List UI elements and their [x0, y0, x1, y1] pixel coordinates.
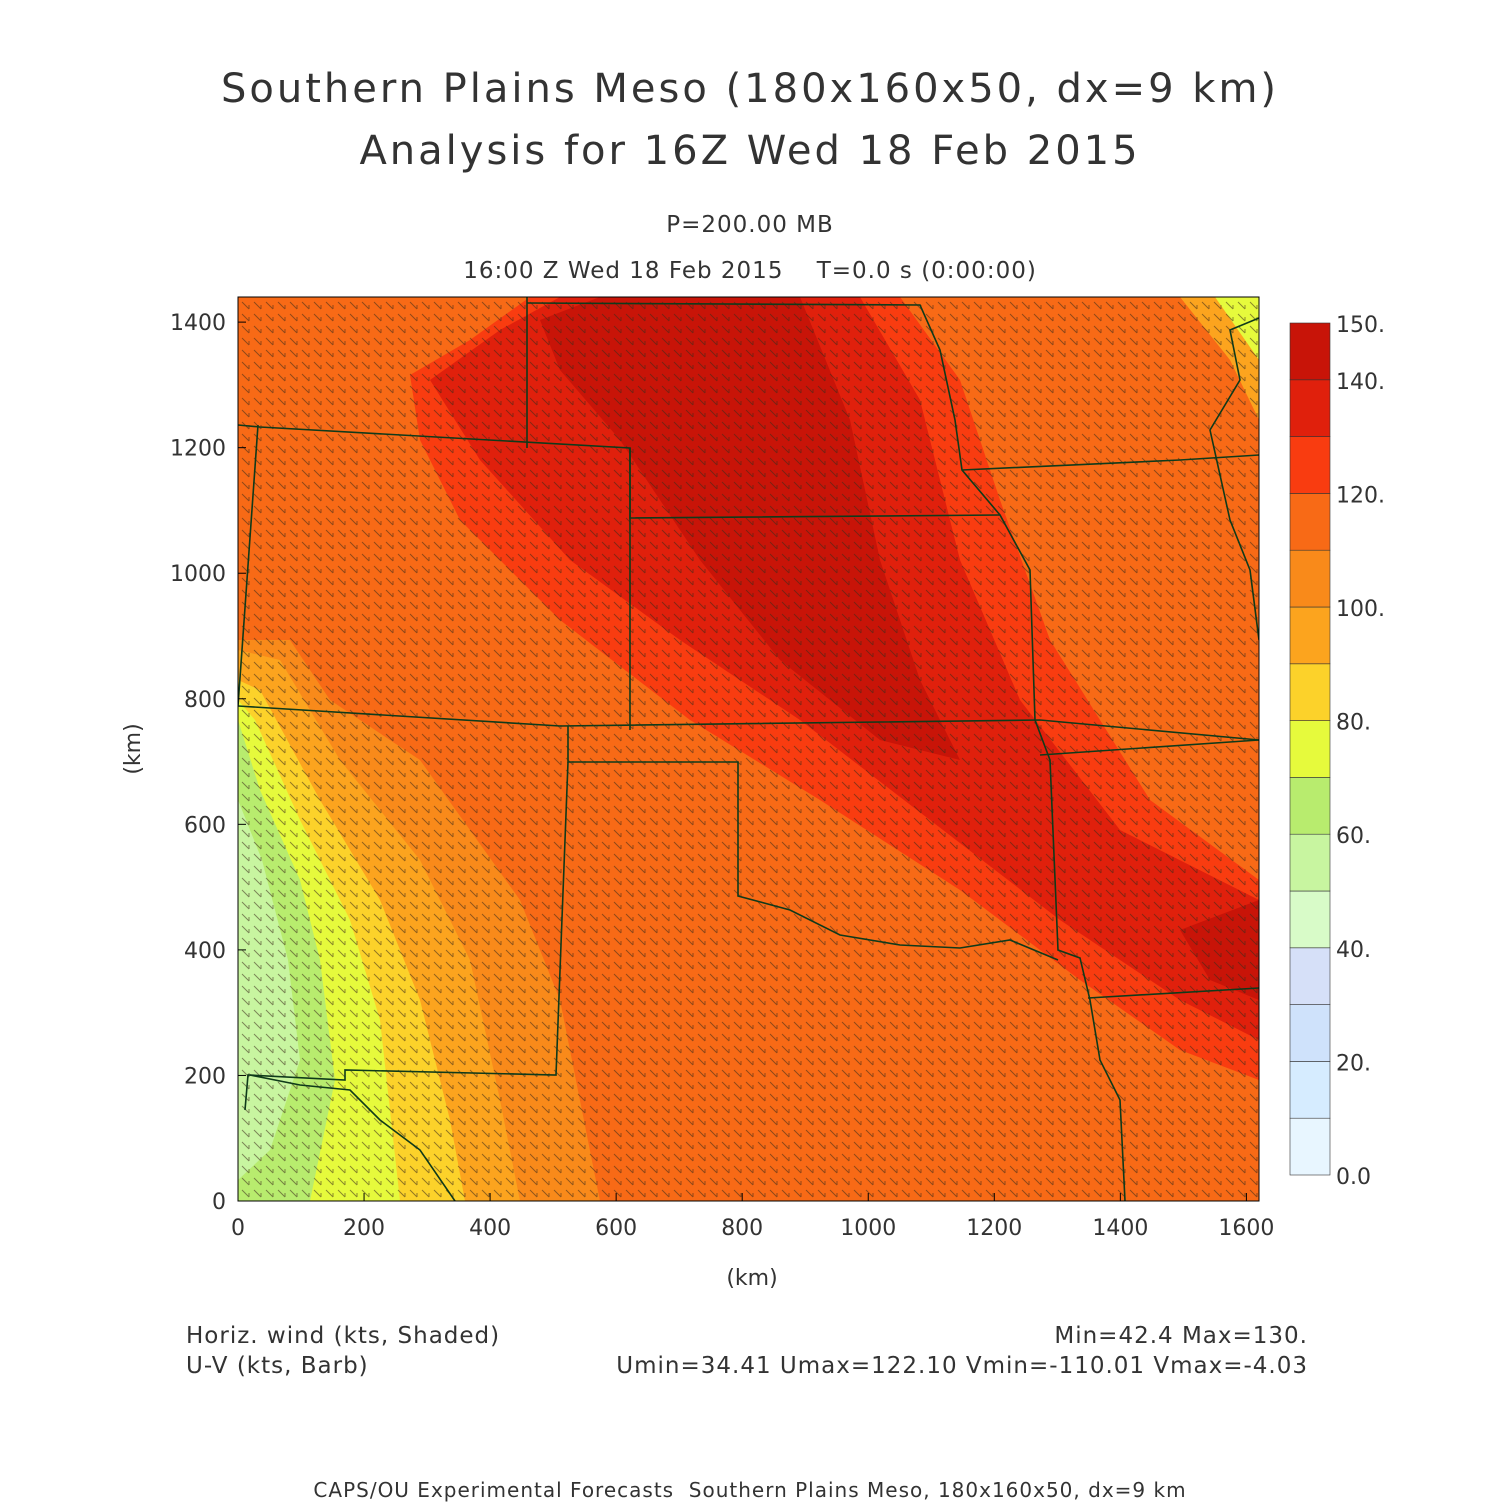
legend-barb-label: U-V (kts, Barb) — [186, 1353, 369, 1379]
colorbar-swatch — [1289, 436, 1331, 494]
x-tick-label: 0 — [231, 1216, 245, 1241]
y-tick-label: 1400 — [170, 311, 226, 336]
colorbar-label: 0.0 — [1336, 1165, 1371, 1190]
x-tick-label: 1600 — [1218, 1216, 1274, 1241]
x-tick-label: 1200 — [966, 1216, 1022, 1241]
colorbar-swatch — [1289, 720, 1331, 778]
y-tick-label: 0 — [212, 1190, 226, 1215]
colorbar-swatch — [1289, 833, 1331, 892]
colorbar-swatch — [1289, 663, 1331, 721]
border-ok — [567, 726, 1059, 961]
pressure-level: P=200.00 MB — [666, 212, 834, 238]
y-axis-label: (km) — [121, 723, 146, 774]
wind-barbs — [238, 297, 1259, 1201]
colorbar-label: 20. — [1336, 1051, 1371, 1076]
colorbar-swatch — [1289, 1004, 1331, 1062]
footer-credit: CAPS/OU Experimental Forecasts Southern … — [313, 1478, 1187, 1502]
colorbar-swatch — [1289, 493, 1331, 551]
y-tick-label: 800 — [184, 688, 226, 713]
field-min-max: Min=42.4 Max=130. — [1054, 1323, 1308, 1349]
border-mo-ar — [1039, 739, 1259, 756]
border-ar-la — [1087, 987, 1259, 999]
legend-shaded-label: Horiz. wind (kts, Shaded) — [186, 1323, 501, 1349]
x-tick-label: 1400 — [1092, 1216, 1148, 1241]
axes: 0 200 400 600 800 1000 1200 1400 1600 0 200 400 600 8… — [170, 311, 1274, 1241]
border-ne-ia — [961, 454, 1259, 471]
colorbar-swatch — [1289, 379, 1331, 437]
border-nm-tx — [244, 761, 569, 1111]
border-east-plains — [526, 302, 1126, 1201]
plot-frame — [237, 296, 1260, 1202]
state-borders — [238, 297, 1259, 1201]
colorbar-label: 140. — [1336, 370, 1385, 395]
border-mexico — [249, 1074, 456, 1201]
x-tick-label: 200 — [343, 1216, 385, 1241]
x-tick-label: 800 — [721, 1216, 763, 1241]
colorbar-label: 60. — [1336, 824, 1371, 849]
x-tick-label: 600 — [595, 1216, 637, 1241]
colorbar-label: 100. — [1336, 597, 1385, 622]
colorbar-swatch — [1289, 1061, 1331, 1119]
title-line-1: Southern Plains Meso (180x160x50, dx=9 k… — [220, 66, 1280, 112]
valid-time: 16:00 Z Wed 18 Feb 2015 T=0.0 s (0:00:00… — [463, 258, 1037, 284]
colorbar-label: 150. — [1336, 313, 1385, 338]
y-tick-label: 1000 — [170, 562, 226, 587]
wind-speed-field — [238, 297, 1259, 1201]
y-tick-label: 400 — [184, 939, 226, 964]
colorbar: 0.0 20. 40. 60. 80. 100. 120. 140. 150. — [1289, 313, 1385, 1190]
colorbar-swatch — [1289, 606, 1331, 665]
colorbar-swatch — [1289, 322, 1331, 381]
border-ut-co — [238, 424, 259, 707]
colorbar-swatch — [1289, 777, 1331, 835]
y-tick-label: 600 — [184, 813, 226, 838]
colorbar-swatch — [1289, 1117, 1331, 1176]
colorbar-label: 120. — [1336, 483, 1385, 508]
y-tick-label: 1200 — [170, 437, 226, 462]
y-tick-label: 200 — [184, 1064, 226, 1089]
colorbar-swatch — [1289, 947, 1331, 1005]
colorbar-swatch — [1289, 549, 1331, 608]
border-36n — [238, 705, 1259, 741]
border-mississippi — [1209, 317, 1259, 641]
colorbar-label: 80. — [1336, 711, 1371, 736]
x-tick-label: 1000 — [840, 1216, 896, 1241]
title-line-2: Analysis for 16Z Wed 18 Feb 2015 — [359, 128, 1141, 174]
x-axis-label: (km) — [726, 1266, 777, 1291]
x-tick-label: 400 — [469, 1216, 511, 1241]
colorbar-label: 40. — [1336, 938, 1371, 963]
uv-stats: Umin=34.41 Umax=122.10 Vmin=-110.01 Vmax… — [616, 1353, 1308, 1379]
colorbar-swatch — [1289, 890, 1331, 949]
